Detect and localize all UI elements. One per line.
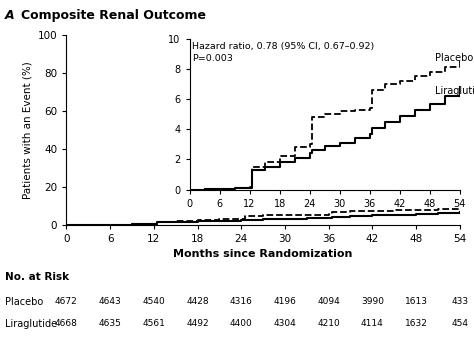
Text: 4540: 4540 <box>142 297 165 306</box>
Text: 4635: 4635 <box>99 319 121 329</box>
X-axis label: Months since Randomization: Months since Randomization <box>173 249 353 259</box>
Text: 4561: 4561 <box>142 319 165 329</box>
Text: A: A <box>5 9 14 22</box>
Text: 4668: 4668 <box>55 319 78 329</box>
Text: 454: 454 <box>451 319 468 329</box>
Text: Placebo: Placebo <box>435 53 473 63</box>
Text: 4114: 4114 <box>361 319 384 329</box>
Text: 4210: 4210 <box>317 319 340 329</box>
Text: 4316: 4316 <box>230 297 253 306</box>
Text: Hazard ratio, 0.78 (95% CI, 0.67–0.92)
P=0.003: Hazard ratio, 0.78 (95% CI, 0.67–0.92) P… <box>192 42 374 63</box>
Text: 4196: 4196 <box>273 297 296 306</box>
Text: 1613: 1613 <box>405 297 428 306</box>
Text: Liraglutide: Liraglutide <box>435 86 474 97</box>
Text: 4428: 4428 <box>186 297 209 306</box>
Text: 3990: 3990 <box>361 297 384 306</box>
Text: 1632: 1632 <box>405 319 428 329</box>
Text: 4672: 4672 <box>55 297 78 306</box>
Text: 4492: 4492 <box>186 319 209 329</box>
Text: 433: 433 <box>451 297 468 306</box>
Text: Liraglutide: Liraglutide <box>5 319 57 329</box>
Text: Composite Renal Outcome: Composite Renal Outcome <box>21 9 206 22</box>
Text: 4304: 4304 <box>273 319 296 329</box>
Y-axis label: Patients with an Event (%): Patients with an Event (%) <box>22 61 32 199</box>
Text: 4400: 4400 <box>230 319 253 329</box>
Text: No. at Risk: No. at Risk <box>5 272 69 282</box>
Text: 4094: 4094 <box>317 297 340 306</box>
Text: Placebo: Placebo <box>5 297 43 306</box>
Text: 4643: 4643 <box>99 297 121 306</box>
